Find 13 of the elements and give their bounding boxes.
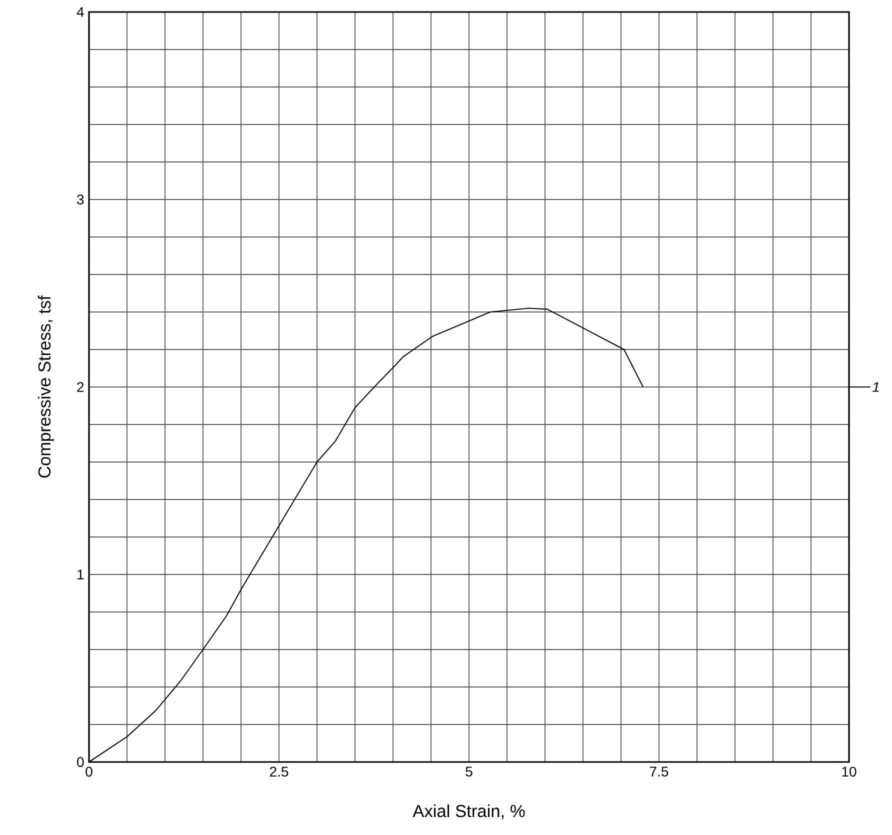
x-tick-label: 10 (842, 766, 856, 777)
y-tick-label: 2 (77, 382, 84, 392)
y-axis-title: Compressive Stress, tsf (38, 295, 54, 478)
x-axis-title: Axial Strain, % (412, 804, 525, 820)
x-tick-label: 5 (466, 766, 472, 776)
y-tick-label: 4 (76, 7, 84, 17)
x-tick-label: 7.5 (650, 766, 668, 776)
y-tick-label: 0 (77, 757, 84, 767)
legend-label: 1 (872, 382, 879, 392)
x-tick-label: 0 (86, 766, 92, 777)
y-tick-label: 3 (77, 194, 84, 204)
x-tick-label: 2.5 (270, 766, 288, 777)
y-tick-label: 1 (78, 570, 84, 580)
